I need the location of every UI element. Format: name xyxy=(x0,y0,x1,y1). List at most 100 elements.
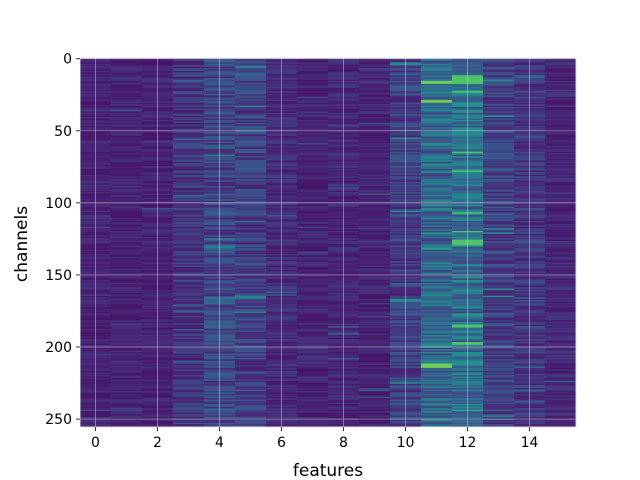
heatmap-cell xyxy=(173,419,205,422)
heatmap-cell xyxy=(359,222,391,225)
heatmap-cell xyxy=(545,225,577,227)
heatmap-cell xyxy=(483,409,515,412)
heatmap-cell xyxy=(421,69,453,72)
heatmap-cell xyxy=(235,310,267,312)
heatmap-cell xyxy=(111,334,143,337)
heatmap-cell xyxy=(297,132,329,135)
heatmap-cell xyxy=(297,363,329,366)
heatmap-cell xyxy=(235,114,267,116)
heatmap-cell xyxy=(483,95,515,98)
heatmap-cell xyxy=(173,339,205,341)
heatmap-cell xyxy=(359,344,391,347)
heatmap-cell xyxy=(173,297,205,300)
heatmap-cell xyxy=(421,96,453,99)
heatmap-cell xyxy=(545,320,577,323)
heatmap-cell xyxy=(173,168,205,171)
heatmap-cell xyxy=(545,156,577,158)
heatmap-cell xyxy=(111,414,143,416)
heatmap-cell xyxy=(297,238,329,240)
heatmap-cell xyxy=(235,275,267,278)
heatmap-cell xyxy=(235,85,267,88)
x-axis-label: features xyxy=(293,461,363,480)
heatmap-cell xyxy=(483,145,515,148)
heatmap-cell xyxy=(235,281,267,284)
heatmap-cell xyxy=(235,352,267,354)
heatmap-cell xyxy=(173,203,205,206)
heatmap-cell xyxy=(545,190,577,193)
heatmap-cell xyxy=(235,277,267,279)
heatmap-cell xyxy=(235,69,267,72)
heatmap-cell xyxy=(297,75,329,78)
heatmap-cell xyxy=(359,88,391,91)
heatmap-cell xyxy=(483,291,515,294)
heatmap-cell xyxy=(173,311,205,314)
heatmap-cell xyxy=(297,83,329,86)
heatmap-cell xyxy=(173,300,205,302)
heatmap-cell xyxy=(297,419,329,422)
heatmap-cell xyxy=(111,328,143,331)
heatmap-cell xyxy=(421,337,453,340)
heatmap-cell xyxy=(297,392,329,395)
heatmap-cell xyxy=(545,181,577,184)
heatmap-cell xyxy=(421,82,453,85)
heatmap-cell xyxy=(297,383,329,386)
heatmap-cell xyxy=(421,68,453,70)
heatmap-cell xyxy=(421,145,453,148)
heatmap-cell xyxy=(359,383,391,386)
heatmap-cell xyxy=(297,192,329,194)
heatmap-cell xyxy=(297,308,329,311)
heatmap-cell xyxy=(173,143,205,145)
heatmap-cell xyxy=(235,75,267,78)
heatmap-cell xyxy=(173,241,205,243)
heatmap-cell xyxy=(483,245,515,248)
heatmap-cell xyxy=(483,210,515,213)
heatmap-cell xyxy=(483,282,515,285)
heatmap-cell xyxy=(297,356,329,359)
heatmap-cell xyxy=(545,416,577,419)
heatmap-cell xyxy=(483,295,515,298)
heatmap-cell xyxy=(297,186,329,189)
heatmap-cell xyxy=(359,235,391,238)
heatmap-cell xyxy=(545,108,577,111)
heatmap-cell xyxy=(297,196,329,199)
heatmap-cell xyxy=(483,98,515,101)
heatmap-cell xyxy=(359,303,391,305)
heatmap-cell xyxy=(359,327,391,330)
heatmap-cell xyxy=(173,210,205,213)
heatmap-cell xyxy=(173,328,205,331)
heatmap-cell xyxy=(483,419,515,422)
heatmap-cell xyxy=(297,69,329,72)
heatmap-cell xyxy=(111,305,143,308)
heatmap-cell xyxy=(421,63,453,66)
heatmap-cell xyxy=(545,81,577,83)
heatmap-cell xyxy=(545,282,577,285)
heatmap-cell xyxy=(173,112,205,115)
heatmap-cell xyxy=(545,333,577,336)
heatmap-cell xyxy=(483,317,515,320)
heatmap-cell xyxy=(235,190,267,193)
heatmap-cell xyxy=(421,76,453,79)
heatmap-cell xyxy=(111,101,143,103)
heatmap-cell xyxy=(173,122,205,125)
heatmap-cell xyxy=(359,92,391,95)
heatmap-cell xyxy=(235,154,267,157)
heatmap-cell xyxy=(235,192,267,194)
heatmap-cell xyxy=(359,399,391,402)
heatmap-cell xyxy=(359,115,391,118)
heatmap-cell xyxy=(235,220,267,223)
heatmap-cell xyxy=(173,111,205,114)
heatmap-cell xyxy=(545,357,577,360)
heatmap-cell xyxy=(545,248,577,251)
heatmap-cell xyxy=(545,94,577,96)
heatmap-cell xyxy=(297,396,329,399)
heatmap-cell xyxy=(297,243,329,246)
heatmap-cell xyxy=(297,189,329,191)
heatmap-cell xyxy=(421,137,453,140)
heatmap-cell xyxy=(111,408,143,411)
heatmap-cell xyxy=(235,200,267,203)
heatmap-cell xyxy=(545,395,577,398)
heatmap-cell xyxy=(297,333,329,336)
heatmap-cell xyxy=(173,425,205,428)
heatmap-cell xyxy=(545,343,577,346)
